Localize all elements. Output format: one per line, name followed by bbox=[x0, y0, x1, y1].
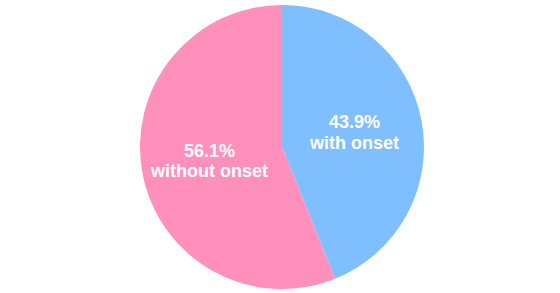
slice-value: 43.9% bbox=[329, 112, 380, 132]
slice-value: 56.1% bbox=[184, 141, 235, 161]
slice-label: 43.9%with onset bbox=[309, 112, 399, 153]
pie-slice bbox=[140, 5, 335, 289]
pie bbox=[140, 5, 424, 289]
chart: 43.9%with onset 56.1%without onset bbox=[0, 0, 560, 293]
slice-label: 56.1%without onset bbox=[150, 141, 268, 182]
slice-category: with onset bbox=[309, 133, 399, 153]
data-labels: 43.9%with onset 56.1%without onset bbox=[150, 112, 399, 181]
slice-category: without onset bbox=[150, 161, 268, 181]
